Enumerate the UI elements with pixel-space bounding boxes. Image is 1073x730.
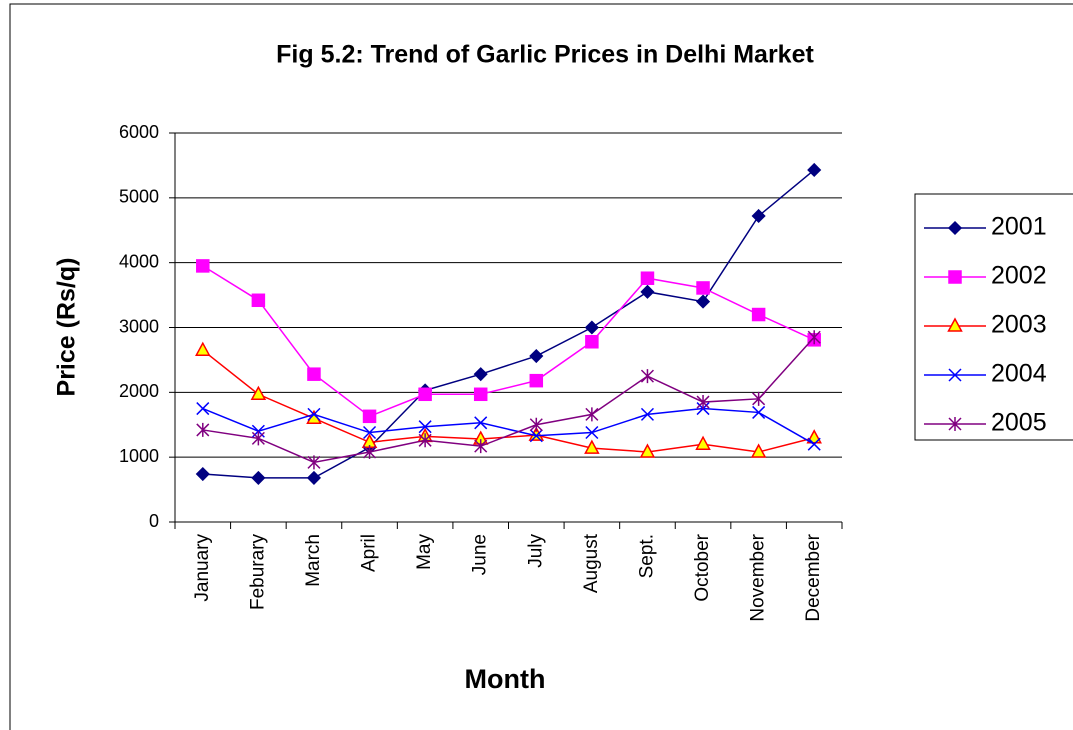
data-point [695,435,711,450]
data-point [474,416,488,430]
data-point [362,409,377,424]
data-point [806,429,822,444]
x-tick-label: December [803,533,824,621]
data-point [585,335,599,349]
x-tick-label: August [581,533,602,593]
data-point [418,387,432,402]
data-point [251,293,266,308]
data-point [529,429,543,443]
data-point [363,425,377,440]
legend-label: 2001 [991,213,1047,241]
series-line [202,169,815,479]
y-tick-label: 6000 [119,122,159,142]
x-tick-label: May [414,534,435,570]
data-point [195,466,210,482]
data-point [474,439,488,454]
data-point [696,395,710,410]
data-point [585,407,599,422]
data-point [640,369,654,384]
data-point [751,208,766,224]
data-point [306,470,322,485]
data-point [584,439,600,454]
data-point [751,307,766,322]
legend-marker [947,220,963,236]
x-axis-title: Month [465,664,546,694]
x-tick-label: January [192,534,213,602]
data-point [750,443,767,458]
data-point [196,422,210,437]
y-tick-label: 4000 [119,251,159,271]
x-tick-label: March [303,534,324,587]
data-point [307,407,321,421]
series-line [202,349,815,453]
x-tick-label: October [692,533,713,601]
legend-marker [948,417,962,431]
series-line [202,336,815,464]
legend-label: 2003 [991,311,1047,339]
data-point [250,385,267,401]
data-point [807,162,822,178]
legend-label: 2002 [991,262,1047,290]
data-point [363,444,377,459]
x-tick-label: Feburary [247,534,268,611]
data-point [473,367,488,382]
data-point [640,284,655,299]
legend-label: 2004 [991,360,1047,388]
data-point [473,387,488,402]
data-point [807,437,821,451]
data-point [529,417,543,432]
data-point [585,425,599,440]
series-line [202,407,815,445]
data-point [696,281,710,295]
y-tick-label: 5000 [119,187,159,207]
y-axis-title: Price (Rs/q) [53,258,81,397]
chart-frame [9,3,1073,730]
data-point [752,405,766,419]
data-point [752,391,766,406]
data-point [251,431,265,446]
x-tick-label: April [359,534,380,572]
legend-marker [948,270,962,284]
data-point [307,367,321,381]
data-point [195,341,211,356]
data-point [640,407,654,421]
legend-marker [947,317,963,332]
data-point [196,402,210,416]
legend-label: 2005 [991,409,1047,437]
data-point [307,455,321,470]
x-tick-label: November [748,533,769,621]
x-tick-label: Sept. [636,534,657,578]
data-point [529,373,544,388]
data-point [529,348,544,364]
x-tick-label: June [470,534,491,575]
data-point [418,433,432,448]
data-point [418,420,432,434]
legend-marker [948,368,962,382]
y-tick-label: 3000 [119,316,159,336]
data-point [251,470,266,485]
legend-box [914,193,1073,441]
data-point [639,443,656,458]
data-point [528,426,545,441]
y-tick-label: 2000 [119,381,159,401]
chart-title: Fig 5.2: Trend of Garlic Prices in Delhi… [276,41,814,69]
data-point [196,259,210,273]
data-point [584,320,599,335]
data-point [695,294,711,309]
x-tick-label: July [525,534,546,568]
series-line [202,265,815,418]
data-point [807,330,821,345]
data-point [640,271,655,285]
y-tick-label: 1000 [119,446,159,466]
y-tick-label: 0 [149,511,159,531]
